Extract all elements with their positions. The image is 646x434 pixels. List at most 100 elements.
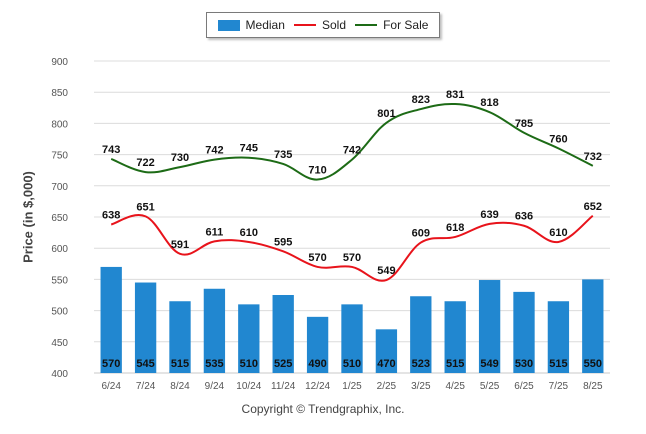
x-tick-label: 7/25 [549,381,569,392]
median-bar [203,288,226,373]
median-bar [375,329,398,373]
y-axis-ticks: 400 450 500 550 600 650 700 750 800 850 900 [51,57,68,380]
legend-item-for-sale[interactable]: For Sale [355,18,428,32]
x-tick-label: 4/25 [445,381,465,392]
y-tick-label: 900 [51,57,68,68]
median-bar-label: 515 [446,358,464,370]
legend-label-sold: Sold [321,18,346,32]
sold-data-label: 636 [515,211,533,223]
median-bar-label: 523 [412,358,430,370]
y-tick-label: 850 [51,88,68,99]
median-bar [272,295,294,373]
sold-data-label: 595 [274,236,292,248]
sold-swatch [293,24,316,26]
for-sale-data-label: 831 [446,89,464,101]
sold-data-label: 591 [171,239,189,251]
x-tick-label: 9/24 [205,381,225,392]
x-tick-label: 7/24 [136,381,156,392]
median-bar-label: 530 [515,358,533,370]
sold-data-label: 618 [446,222,464,234]
legend-item-median[interactable]: Median [217,18,285,32]
median-bar [582,279,604,373]
legend: Median Sold For Sale [206,12,440,38]
median-swatch [217,19,240,31]
x-tick-label: 5/25 [480,381,500,392]
median-bar-label: 510 [240,358,258,370]
copyright-footer: Copyright © Trendgraphix, Inc. [241,402,405,416]
x-tick-label: 3/25 [411,381,431,392]
series-lines [110,102,594,282]
median-bar [238,304,260,373]
sold-data-label: 652 [584,201,602,213]
median-bar [100,266,122,373]
median-bar [134,282,157,373]
sold-line [110,214,594,282]
median-bar [547,301,570,373]
legend-item-sold[interactable]: Sold [293,18,346,32]
legend-label-median: Median [245,18,285,32]
y-tick-label: 450 [51,338,68,349]
x-tick-label: 1/25 [342,381,362,392]
median-bar-label: 515 [171,358,189,370]
for-sale-data-label: 722 [136,157,154,169]
x-tick-label: 11/24 [271,381,296,392]
for-sale-data-label: 732 [584,151,602,163]
data-labels: 570 545 515 535 510 525 490 510 470 523 515 549 530 5… [102,89,602,370]
median-bar-label: 549 [480,358,498,370]
median-bar [306,316,329,373]
sold-data-label: 610 [240,227,258,239]
y-axis-title: Price (in $,000) [20,171,36,263]
for-sale-data-label: 823 [412,94,430,106]
sold-data-label: 610 [549,227,567,239]
sold-data-label: 570 [308,252,326,264]
sold-data-label: 639 [480,209,498,221]
sold-data-label: 570 [343,252,361,264]
for-sale-data-label: 742 [205,145,223,157]
legend-label-for-sale: For Sale [383,18,429,32]
for-sale-data-label: 742 [343,145,361,157]
median-bar-label: 510 [343,358,361,370]
x-tick-label: 12/24 [305,381,330,392]
sold-data-label: 549 [377,265,395,277]
median-bar-label: 490 [308,358,326,370]
x-tick-label: 8/24 [170,381,190,392]
sold-data-label: 609 [412,228,430,240]
y-tick-label: 400 [51,369,68,380]
for-sale-data-label: 710 [308,165,326,177]
median-bar-label: 545 [136,358,154,370]
x-tick-label: 6/24 [101,381,121,392]
median-bar [410,296,432,373]
for-sale-data-label: 735 [274,149,292,161]
for-sale-data-label: 743 [102,144,120,156]
for-sale-data-label: 730 [171,152,189,164]
median-bars [100,266,604,373]
x-tick-label: 2/25 [377,381,397,392]
median-bar-label: 470 [377,358,395,370]
median-bar-label: 515 [549,358,567,370]
sold-data-label: 638 [102,209,120,221]
y-tick-label: 550 [51,275,68,286]
for-sale-data-label: 818 [480,97,498,109]
median-bar-label: 570 [102,358,120,370]
y-tick-label: 500 [51,307,68,318]
median-bar [169,301,191,373]
for-sale-line [110,102,594,181]
median-bar-label: 550 [584,358,602,370]
for-sale-data-label: 785 [515,118,533,130]
for-sale-data-label: 801 [377,108,395,120]
median-bar [513,291,535,373]
x-tick-label: 8/25 [583,381,603,392]
median-bar [478,280,501,373]
y-tick-label: 750 [51,151,68,162]
median-bar [341,304,363,373]
x-axis-ticks: 6/24 7/24 8/24 9/24 10/24 11/24 12/24 1/25 2/25 3… [101,381,603,392]
sold-data-label: 611 [206,226,224,238]
y-tick-label: 650 [51,213,68,224]
sold-data-label: 651 [136,201,154,213]
for-sale-data-label: 760 [549,133,567,145]
x-tick-label: 10/24 [236,381,261,392]
median-bar-label: 535 [205,358,223,370]
y-tick-label: 600 [51,244,68,255]
y-tick-label: 800 [51,119,68,130]
